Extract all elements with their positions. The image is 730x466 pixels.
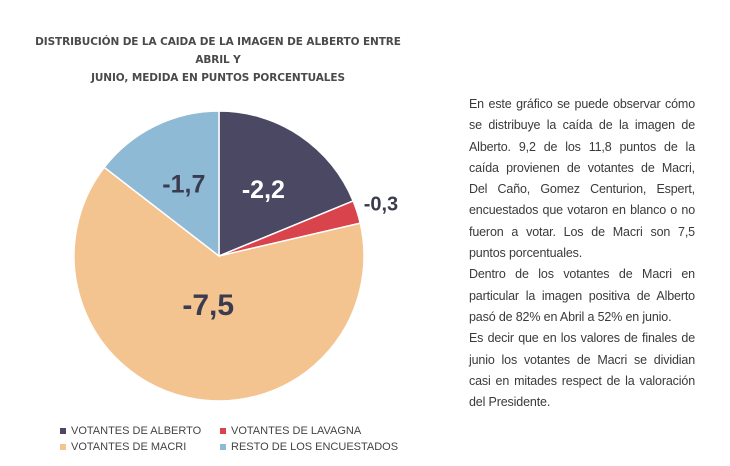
legend-swatch <box>220 428 226 434</box>
legend-item-votantes-lavagna: VOTANTES DE LAVAGNA <box>220 425 400 437</box>
slice-value-label: -7,5 <box>182 289 234 322</box>
slice-value-label: -2,2 <box>242 176 285 204</box>
description-text: En este gráfico se puede observar cómo s… <box>469 94 695 413</box>
legend-swatch <box>60 444 66 450</box>
chart-title-line-1: DISTRIBUCIÓN DE LA CAIDA DE LA IMAGEN DE… <box>35 36 401 66</box>
slice-value-label: -1,7 <box>162 170 205 198</box>
pie-chart: -2,2 -0,3 -7,5 -1,7 <box>73 110 398 402</box>
legend-swatch <box>60 428 66 434</box>
legend-swatch <box>220 444 226 450</box>
legend-label: VOTANTES DE LAVAGNA <box>231 425 362 437</box>
legend-item-votantes-macri: VOTANTES DE MACRI <box>60 441 220 453</box>
chart-title: DISTRIBUCIÓN DE LA CAIDA DE LA IMAGEN DE… <box>18 33 418 87</box>
legend-label: VOTANTES DE MACRI <box>71 441 187 453</box>
description-paragraph-3: Es decir que en los valores de finales d… <box>469 331 695 410</box>
legend-item-votantes-alberto: VOTANTES DE ALBERTO <box>60 425 220 437</box>
legend-label: VOTANTES DE ALBERTO <box>71 425 202 437</box>
description-paragraph-2: Dentro de los votantes de Macri en parti… <box>469 267 695 324</box>
chart-legend: VOTANTES DE ALBERTO VOTANTES DE LAVAGNA … <box>60 425 420 453</box>
slice-votantes-alberto <box>218 110 355 258</box>
legend-label: RESTO DE LOS ENCUESTADOS <box>231 441 399 453</box>
description-paragraph-1: En este gráfico se puede observar cómo s… <box>469 97 695 261</box>
chart-title-line-2: JUNIO, MEDIDA EN PUNTOS PORCENTUALES <box>91 72 345 84</box>
slice-value-label: -0,3 <box>364 193 398 215</box>
legend-item-resto-encuestados: RESTO DE LOS ENCUESTADOS <box>220 441 400 453</box>
slice-resto-encuestados <box>103 110 220 258</box>
slice-votantes-macri <box>73 166 365 402</box>
